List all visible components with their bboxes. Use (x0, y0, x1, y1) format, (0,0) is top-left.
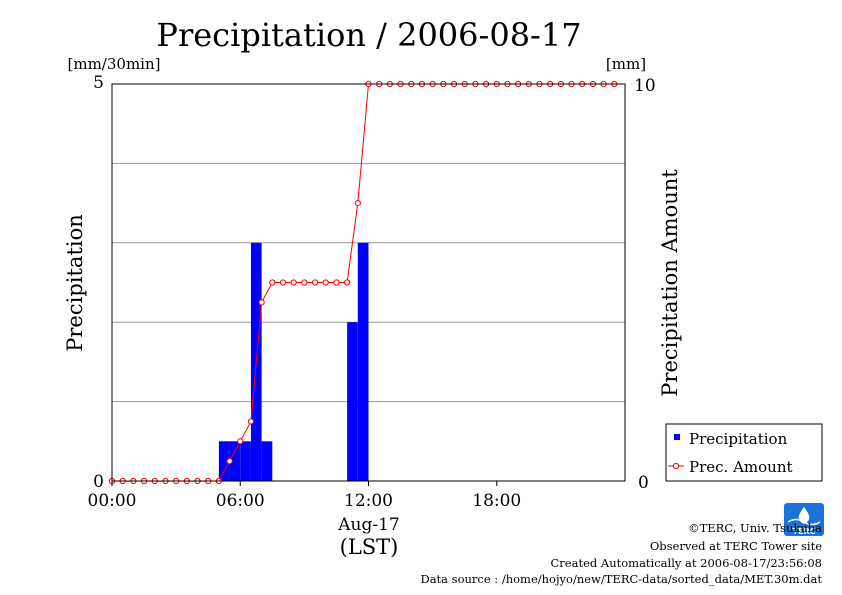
y-left-tick-top: 5 (93, 73, 104, 93)
y-left-tick-bottom: 0 (93, 472, 104, 492)
precipitation-bar (240, 441, 251, 481)
prec-amount-point (247, 418, 255, 425)
precipitation-bars (218, 242, 369, 481)
x-tick-label: 18:00 (472, 491, 521, 511)
x-tick-label: 06:00 (216, 491, 265, 511)
prec-amount-point (322, 279, 329, 286)
precipitation-bar (357, 242, 369, 481)
footer-source: Data source : /home/hojyo/new/TERC-data/… (420, 572, 822, 586)
prec-amount-point (301, 279, 308, 286)
legend-line-marker (672, 462, 680, 470)
x-axis-timezone-label: (LST) (340, 535, 399, 559)
prec-amount-point (311, 279, 319, 286)
prec-amount-point (333, 279, 340, 286)
prec-amount-point (354, 200, 361, 207)
precipitation-bar (229, 441, 241, 481)
chart-title: Precipitation / 2006-08-17 (156, 16, 581, 54)
legend-bar-swatch (674, 434, 680, 440)
left-axis-unit: [mm/30min] (68, 55, 161, 73)
footer-copyright: ©TERC, Univ. Tsukuba (688, 521, 822, 535)
x-tick-label: 00:00 (88, 491, 137, 511)
right-axis-unit: [mm] (606, 55, 646, 73)
legend-box (665, 423, 823, 482)
prec-amount-point (237, 438, 244, 445)
y-right-tick-bottom: 0 (638, 473, 649, 493)
y-axis-left-label: Precipitation (63, 214, 87, 352)
footer-created: Created Automatically at 2006-08-17/23:5… (551, 556, 823, 570)
prec-amount-point (226, 458, 233, 465)
prec-amount-point (269, 279, 276, 286)
y-axis-right-label: Precipitation Amount (658, 169, 682, 397)
x-ticks: 00:00 06:00 12:00 18:00 (88, 481, 521, 511)
terc-logo: TERC (784, 503, 824, 536)
logo-text: TERC (793, 527, 816, 536)
precipitation-bar (218, 441, 230, 481)
precipitation-bar (347, 322, 358, 481)
footer-observed: Observed at TERC Tower site (650, 539, 822, 553)
prec-amount-point (279, 279, 287, 286)
precipitation-bar (261, 441, 273, 481)
x-axis-date-label: Aug-17 (337, 515, 399, 535)
y-right-tick-top: 10 (634, 76, 656, 96)
x-tick-label: 12:00 (344, 491, 393, 511)
legend-label-precipitation: Precipitation (689, 430, 788, 448)
prec-amount-point (258, 299, 265, 306)
legend-label-prec-amount: Prec. Amount (689, 458, 793, 476)
prec-amount-point (344, 279, 351, 286)
legend: Precipitation Prec. Amount (665, 423, 823, 482)
prec-amount-point (290, 279, 297, 286)
